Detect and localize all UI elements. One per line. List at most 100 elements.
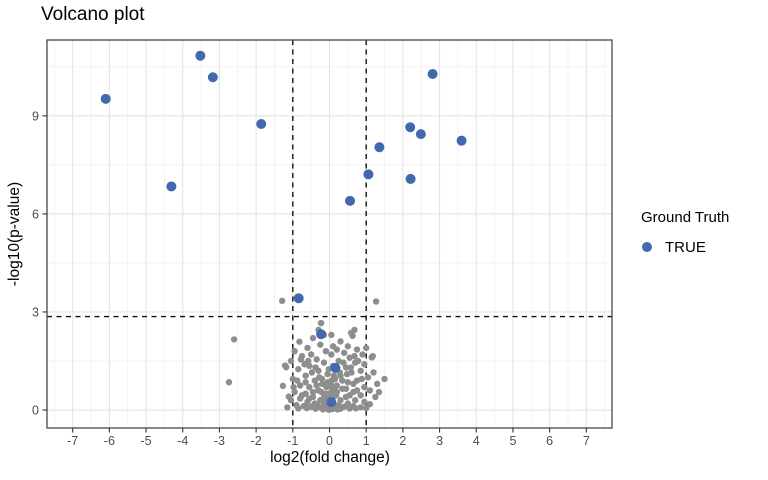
data-point-background (313, 356, 320, 363)
data-point-background (298, 392, 306, 399)
data-point-background (328, 351, 335, 358)
data-point-background (328, 388, 335, 396)
data-point-background (301, 361, 308, 368)
data-point-true (326, 397, 337, 408)
data-point-background (304, 344, 311, 352)
y-tick-label: 3 (32, 305, 39, 319)
data-point-background (337, 397, 344, 404)
x-tick-label: -2 (251, 434, 262, 448)
data-point-background (332, 392, 340, 399)
data-point-background (353, 387, 361, 394)
data-point-background (283, 364, 290, 371)
data-point-true (427, 68, 438, 79)
data-point-true (374, 142, 385, 153)
data-point-background (359, 351, 366, 358)
data-point-background (351, 352, 358, 360)
data-point-background (357, 392, 364, 399)
data-point-background (342, 385, 350, 392)
data-point-background (328, 331, 335, 339)
data-point-background (287, 397, 295, 404)
data-point-background (333, 382, 341, 389)
data-point-background (322, 404, 330, 411)
data-point-background (291, 388, 298, 396)
data-point-background (307, 351, 315, 358)
data-point-background (279, 382, 287, 390)
data-point-background (296, 382, 304, 389)
data-point-background (337, 338, 344, 345)
data-point-background (357, 367, 364, 374)
y-tick-label: 0 (32, 404, 39, 418)
data-point-background (297, 356, 305, 363)
data-point-background (362, 404, 370, 412)
data-point-true (195, 50, 206, 61)
data-point-true (293, 293, 304, 304)
data-point-background (290, 383, 297, 391)
data-point-background (375, 388, 383, 396)
data-point-background (322, 347, 330, 355)
chart-title: Volcano plot (41, 4, 145, 25)
data-point-background (324, 370, 331, 378)
data-point-background (225, 379, 233, 386)
legend: Ground Truth TRUE (633, 209, 729, 257)
x-tick-label: 5 (509, 434, 516, 448)
data-point-true (330, 362, 341, 373)
data-point-background (373, 380, 381, 388)
data-point-true (316, 329, 327, 340)
data-point-background (340, 359, 347, 366)
x-tick-label: 0 (326, 434, 333, 448)
data-point-background (342, 364, 350, 371)
data-point-background (311, 377, 319, 384)
data-point-background (372, 298, 380, 305)
x-tick-label: -7 (67, 434, 78, 448)
x-tick-label: -4 (177, 434, 188, 448)
data-point-background (309, 334, 317, 342)
data-point-background (323, 383, 330, 391)
data-point-background (325, 365, 332, 373)
data-point-background (230, 336, 238, 343)
x-tick-label: 1 (363, 434, 370, 448)
data-point-background (358, 375, 365, 383)
data-point-background (372, 393, 379, 401)
data-point-background (309, 388, 317, 396)
data-point-background (295, 405, 302, 412)
x-tick-label: 7 (583, 434, 590, 448)
data-point-background (306, 383, 313, 391)
data-point-background (352, 405, 360, 412)
data-point-background (318, 388, 325, 396)
data-point-background (278, 297, 286, 305)
data-point-background (346, 392, 353, 399)
data-point-background (312, 364, 319, 371)
data-point-true (256, 119, 267, 130)
data-point-true (166, 181, 177, 192)
data-point-true (415, 129, 426, 140)
legend-item-true: TRUE (633, 237, 729, 257)
data-point-background (369, 352, 376, 360)
data-point-background (308, 369, 316, 376)
x-tick-label: 6 (546, 434, 553, 448)
x-tick-label: 2 (399, 434, 406, 448)
data-point-background (361, 383, 368, 391)
x-tick-label: 3 (436, 434, 443, 448)
data-point-background (328, 377, 335, 384)
data-point-background (330, 372, 338, 379)
data-point-background (333, 346, 341, 353)
x-tick-label: -5 (140, 434, 151, 448)
data-point-background (366, 387, 374, 394)
data-point-background (362, 344, 370, 352)
data-point-background (351, 397, 359, 404)
data-point-true (456, 135, 467, 146)
data-point-background (302, 379, 309, 386)
data-point-true (405, 173, 416, 184)
data-point-background (284, 404, 291, 411)
data-point-background (344, 343, 352, 350)
data-point-background (296, 338, 303, 345)
legend-true-swatch-icon (642, 242, 652, 252)
legend-item-label: TRUE (665, 238, 706, 256)
data-point-true (100, 93, 111, 104)
legend-title: Ground Truth (641, 209, 730, 226)
data-point-background (354, 357, 362, 365)
data-point-background (361, 361, 368, 368)
data-point-background (317, 341, 324, 348)
x-axis-title: log2(fold change) (270, 449, 390, 466)
